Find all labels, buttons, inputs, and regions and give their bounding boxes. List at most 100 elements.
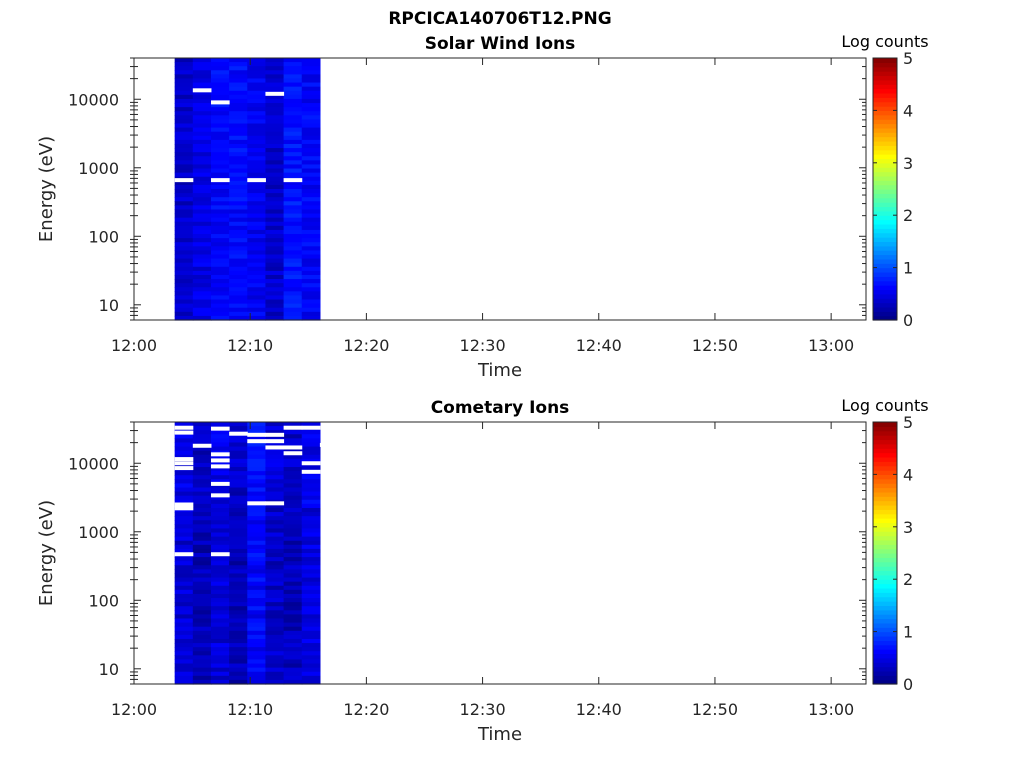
heatmap-cell: [229, 548, 248, 554]
heatmap-cell: [283, 606, 303, 611]
heatmap-cell: [265, 193, 285, 198]
heatmap-cell: [192, 659, 212, 665]
heatmap-cell: [265, 209, 285, 215]
y-tick-label: 10: [99, 660, 119, 679]
heatmap-cell: [174, 655, 194, 661]
plot-area-frame: [133, 421, 867, 685]
heatmap-cell: [265, 287, 285, 292]
heatmap-cell: [301, 434, 321, 439]
x-tick-label: 12:30: [460, 336, 506, 355]
heatmap-cell: [265, 471, 285, 476]
heatmap-cell: [210, 516, 230, 521]
colorbar-segment: [873, 640, 897, 646]
heatmap-cell: [247, 462, 267, 468]
heatmap-cell: [174, 593, 194, 599]
heatmap-cell: [301, 442, 321, 448]
heatmap-cell: [247, 103, 267, 108]
heatmap-cell: [174, 234, 194, 239]
heatmap-cell: [265, 274, 285, 280]
data-gap: [210, 458, 230, 463]
heatmap-cell: [283, 234, 303, 239]
data-gap: [210, 464, 230, 469]
heatmap-cell: [229, 160, 248, 166]
heatmap-cell: [192, 242, 212, 247]
heatmap-cell: [247, 135, 267, 141]
heatmap-cell: [210, 311, 230, 317]
heatmap-cell: [247, 450, 267, 456]
heatmap-cell: [210, 184, 230, 190]
colorbar-segment: [873, 232, 897, 238]
heatmap-cell: [247, 258, 267, 264]
heatmap-cell: [301, 184, 321, 190]
heatmap-cell: [192, 467, 212, 472]
heatmap-cell: [210, 495, 230, 501]
heatmap-cell: [247, 422, 267, 427]
heatmap-cell: [229, 532, 248, 538]
heatmap-cell: [283, 279, 303, 284]
heatmap-cell: [301, 610, 321, 615]
heatmap-cell: [265, 184, 285, 190]
heatmap-cell: [247, 495, 267, 501]
heatmap-cell: [301, 667, 321, 673]
colorbar-segment: [873, 149, 897, 155]
heatmap-cell: [174, 516, 194, 521]
heatmap-cell: [210, 164, 230, 170]
heatmap-cell: [229, 111, 248, 116]
heatmap-cell: [229, 103, 248, 108]
heatmap-cell: [301, 307, 321, 313]
heatmap-cell: [192, 287, 212, 292]
heatmap-cell: [210, 234, 230, 239]
colorbar-segment: [873, 587, 897, 593]
heatmap-cell: [192, 279, 212, 284]
heatmap-cell: [247, 246, 267, 251]
heatmap-cell: [247, 66, 267, 71]
heatmap-cell: [265, 655, 285, 661]
heatmap-cell: [174, 450, 194, 456]
heatmap-cell: [192, 168, 212, 174]
heatmap-cell: [265, 557, 285, 562]
heatmap-cell: [301, 180, 321, 186]
heatmap-cell: [247, 507, 267, 513]
heatmap-cell: [265, 426, 285, 431]
heatmap-cell: [301, 479, 321, 484]
colorbar-segment: [873, 553, 897, 558]
heatmap-cell: [283, 123, 303, 129]
heatmap-cell: [247, 479, 267, 484]
heatmap-cell: [174, 499, 194, 505]
heatmap-cell: [247, 663, 267, 669]
heatmap-cell: [247, 86, 267, 92]
data-gap: [174, 506, 194, 511]
heatmap-cell: [229, 524, 248, 530]
heatmap-cell: [283, 184, 303, 190]
heatmap-cell: [283, 295, 303, 301]
heatmap-cell: [301, 495, 321, 501]
heatmap-cell: [229, 254, 248, 260]
heatmap-cell: [283, 274, 303, 280]
heatmap-cell: [283, 458, 303, 464]
heatmap-cell: [247, 634, 267, 640]
heatmap-cell: [210, 573, 230, 579]
data-gap: [192, 88, 212, 93]
heatmap-cell: [247, 172, 267, 178]
colorbar-label: Log counts: [841, 32, 928, 51]
heatmap-cell: [247, 602, 267, 607]
heatmap-cell: [301, 262, 321, 268]
x-tick-label: 12:50: [692, 336, 738, 355]
heatmap-cell: [247, 143, 267, 149]
heatmap-cell: [192, 213, 212, 219]
heatmap-cell: [210, 520, 230, 525]
heatmap-cell: [247, 283, 267, 288]
x-tick-label: 12:10: [227, 700, 273, 719]
heatmap-cell: [283, 602, 303, 607]
figure-title: RPCICA140706T12.PNG: [388, 9, 611, 29]
colorbar-segment: [873, 461, 897, 467]
heatmap-cell: [247, 430, 267, 435]
heatmap-cell: [301, 548, 321, 554]
heatmap-cell: [301, 176, 321, 182]
heatmap-cell: [301, 254, 321, 260]
heatmap-cell: [247, 94, 267, 100]
heatmap-cell: [229, 135, 248, 141]
heatmap-cell: [265, 487, 285, 493]
heatmap-cell: [265, 606, 285, 611]
heatmap-cell: [229, 201, 248, 206]
